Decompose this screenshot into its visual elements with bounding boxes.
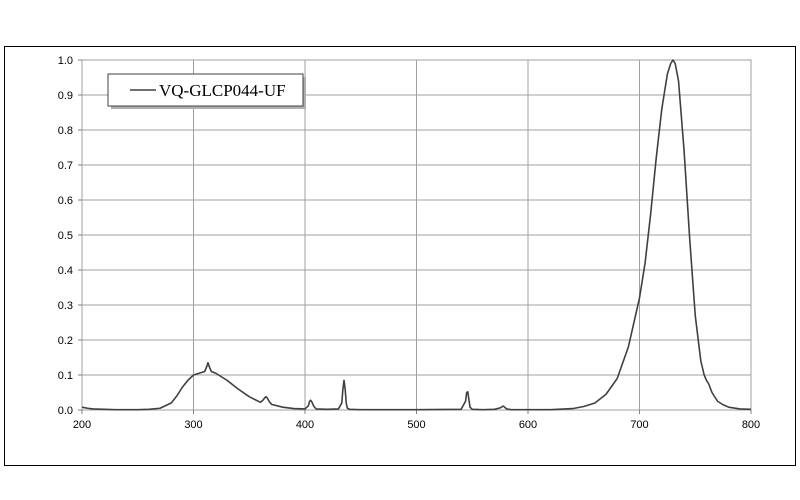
y-tick-label: 0.1 (58, 370, 73, 382)
x-tick-label: 600 (519, 419, 537, 431)
axes: 0.0 0.1 0.2 0.3 0.4 0.5 0.6 0.7 0.8 0.9 1.0 200 300 4… (58, 55, 760, 431)
y-tick-label: 0.8 (58, 125, 73, 137)
x-tick-label: 800 (742, 419, 760, 431)
x-tick-label: 300 (184, 419, 202, 431)
x-tick-label: 500 (407, 419, 425, 431)
spectrum-chart: 0.0 0.1 0.2 0.3 0.4 0.5 0.6 0.7 0.8 0.9 1.0 200 300 4… (58, 55, 760, 431)
x-tick-label: 700 (630, 419, 648, 431)
chart-frame: 0.0 0.1 0.2 0.3 0.4 0.5 0.6 0.7 0.8 0.9 1.0 200 300 4… (4, 46, 796, 466)
legend: VQ-GLCP044-UF (107, 73, 306, 109)
y-tick-label: 1.0 (58, 55, 73, 67)
y-tick-label: 0.5 (58, 230, 73, 242)
grid (81, 59, 752, 411)
y-tick-label: 0.0 (58, 405, 73, 417)
y-tick-label: 0.3 (58, 300, 73, 312)
y-tick-label: 0.4 (58, 265, 73, 277)
x-tick-label: 400 (296, 419, 314, 431)
series-line (81, 59, 752, 411)
y-tick-label: 0.9 (58, 90, 73, 102)
legend-label: VQ-GLCP044-UF (159, 81, 286, 100)
y-tick-label: 0.7 (58, 160, 73, 172)
y-tick-label: 0.6 (58, 195, 73, 207)
x-tick-label: 200 (73, 419, 91, 431)
series-layer (81, 59, 752, 411)
y-tick-label: 0.2 (58, 335, 73, 347)
